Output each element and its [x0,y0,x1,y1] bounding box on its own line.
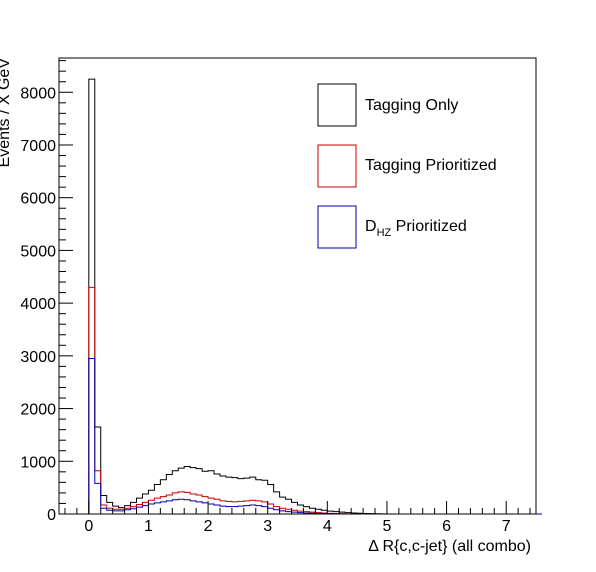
axis-ticks: 0 1 2 3 4 5 6 7 0 1000 2000 3000 4000 5000 6000 7000 800… [20,60,531,535]
legend-label-main: D [365,218,377,235]
y-tick-label: 3000 [20,349,56,366]
legend-swatch-blue [317,205,357,249]
legend-entry-dhz-prioritized: DHZ Prioritized [317,205,467,249]
x-tick-label: 4 [323,518,332,535]
y-tick-label: 8000 [20,85,56,102]
y-tick-label: 6000 [20,191,56,208]
y-tick-label: 7000 [20,138,56,155]
y-tick-label: 2000 [20,402,56,419]
y-tick-label: 5000 [20,243,56,260]
x-tick-label: 7 [502,518,511,535]
legend-label: Tagging Only [365,97,458,114]
x-tick-label: 1 [144,518,153,535]
legend-label: DHZ Prioritized [365,218,467,239]
x-tick-label: 6 [442,518,451,535]
y-tick-label: 0 [47,507,56,524]
x-tick-label: 2 [204,518,213,535]
x-tick-label: 5 [382,518,391,535]
legend-entry-tagging-only: Tagging Only [317,83,458,127]
legend-label-subscript: HZ [377,227,392,239]
legend: Tagging Only Tagging Prioritized DHZ Pri… [317,83,497,249]
legend-swatch-black [317,83,357,127]
x-axis-label: Δ R{c,c-jet} (all combo) [368,538,531,555]
legend-swatch-red [317,144,357,188]
y-tick-label: 4000 [20,296,56,313]
y-axis-label: Events / X GeV [0,58,13,168]
x-tick-label: 3 [263,518,272,535]
legend-label-rest: Prioritized [391,218,467,235]
x-tick-label: 0 [84,518,93,535]
legend-entry-tagging-prioritized: Tagging Prioritized [317,144,497,188]
legend-label: Tagging Prioritized [365,157,497,174]
y-tick-label: 1000 [20,454,56,471]
plot-frame [58,57,537,515]
